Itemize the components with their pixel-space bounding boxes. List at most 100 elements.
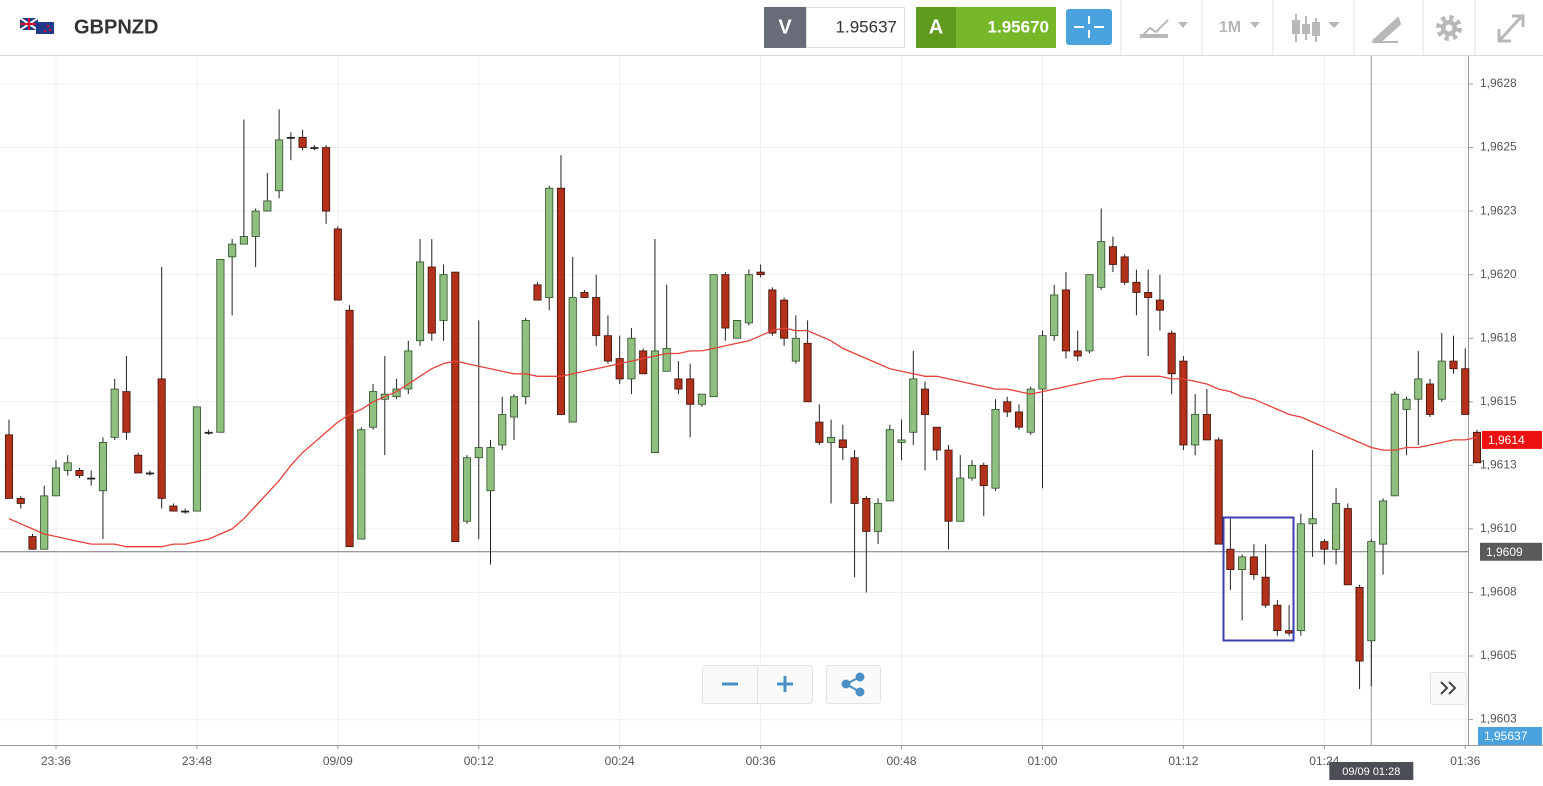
candle-body [1379, 500, 1388, 545]
candle-body [75, 470, 84, 476]
candle-body [1261, 576, 1270, 606]
candle-body [451, 271, 460, 543]
candle-body [498, 414, 507, 446]
candle-body [1308, 518, 1317, 525]
candle-type-button[interactable] [1292, 14, 1340, 42]
y-tick-label: 1,9625 [1480, 140, 1517, 154]
y-tick-label: 1,9603 [1480, 712, 1517, 726]
crosshair-price-tag [1480, 542, 1542, 561]
candle-body [404, 350, 413, 390]
candle-body [1038, 335, 1047, 390]
ask-label: A [929, 16, 943, 38]
candle-body [1050, 294, 1059, 337]
candle-body [357, 429, 366, 540]
candle-body [1003, 401, 1012, 413]
candle-body [1226, 548, 1235, 570]
candle-body [627, 337, 636, 380]
settings-button[interactable] [1436, 15, 1462, 41]
x-tick-label: 00:24 [605, 754, 635, 768]
candle-body [28, 536, 37, 550]
scroll-right-button[interactable] [1440, 681, 1457, 695]
candle-body [1285, 630, 1294, 634]
candle-body [439, 274, 448, 321]
candle-body [134, 454, 143, 474]
candle-body [1026, 388, 1035, 433]
candle-body [756, 271, 765, 276]
candle-body [122, 391, 131, 433]
timeframe-caret [1250, 22, 1260, 28]
candle-body [979, 464, 988, 487]
ask-box[interactable] [956, 7, 1056, 48]
candle-body [1425, 383, 1435, 415]
candle-body [1014, 411, 1024, 428]
candle-body [803, 342, 812, 403]
symbol: GBPNZD [74, 16, 158, 38]
timeframe-button[interactable]: 1M [1219, 19, 1241, 36]
last-price-label: 1,9614 [1488, 433, 1525, 447]
x-tick-label: 23:48 [182, 754, 212, 768]
candle-body [1332, 503, 1341, 550]
zoom-in-button[interactable] [777, 676, 793, 692]
candle-body [1367, 541, 1376, 642]
candle-body [885, 429, 894, 502]
y-tick-label: 1,9615 [1480, 394, 1517, 408]
candle-body [345, 309, 354, 548]
candle-body [603, 335, 612, 362]
candle-body [639, 350, 648, 375]
candle-body [533, 284, 542, 301]
y-tick-label: 1,9618 [1480, 330, 1517, 344]
candle-body [415, 261, 425, 342]
candle-body [298, 136, 307, 148]
share-button[interactable] [841, 672, 865, 697]
chart-type-button[interactable] [1139, 19, 1188, 39]
candle-body [592, 297, 601, 337]
bid-price-label: 1,95637 [1484, 729, 1528, 743]
candle-body [1191, 414, 1200, 446]
candle-body [1472, 431, 1482, 464]
candle-body [87, 477, 96, 480]
candle-body [838, 439, 847, 448]
candle-body [932, 426, 941, 451]
fullscreen-button[interactable] [1497, 14, 1525, 43]
x-tick-label: 01:36 [1450, 754, 1480, 768]
candle-body [204, 431, 213, 434]
bid-button[interactable] [764, 7, 806, 48]
bid-price: 1.95637 [836, 17, 897, 36]
x-tick-label: 01:12 [1168, 754, 1198, 768]
user-rectangle[interactable] [1222, 516, 1295, 642]
y-tick-label: 1,9608 [1480, 585, 1517, 599]
candle-body [369, 391, 378, 428]
candle-body [991, 408, 1000, 489]
bid-box[interactable] [806, 7, 905, 48]
candle-body [874, 503, 883, 532]
candle-body [1296, 523, 1305, 631]
candle-body [780, 299, 789, 339]
last-price-tag [1482, 430, 1542, 449]
ask-button[interactable] [916, 7, 956, 48]
candle-body [967, 464, 977, 479]
candle-body [521, 320, 530, 398]
candle-body [157, 378, 166, 499]
candle-body [1179, 360, 1188, 446]
crosshair-price-label: 1,9609 [1486, 545, 1523, 559]
candle-body [286, 136, 295, 139]
candle-body [1085, 274, 1094, 352]
candle-body [944, 449, 953, 522]
x-tick-label: 23:36 [41, 754, 71, 768]
candle-body [1132, 281, 1141, 293]
flag-icon [19, 17, 54, 34]
candle-body [1202, 414, 1211, 441]
y-tick-label: 1,9620 [1480, 267, 1517, 281]
bid-label: V [778, 16, 792, 38]
crosshair-button[interactable] [1066, 9, 1112, 45]
candle-body [228, 243, 237, 258]
candle-body [239, 236, 248, 245]
candle-body [662, 347, 671, 372]
drawing-tool-button[interactable] [1372, 16, 1402, 44]
crosshair-time-label: 09/09 01:28 [1342, 766, 1400, 778]
candle-body [145, 472, 154, 475]
y-tick-label: 1,9628 [1480, 76, 1517, 90]
candle-body [181, 510, 190, 513]
